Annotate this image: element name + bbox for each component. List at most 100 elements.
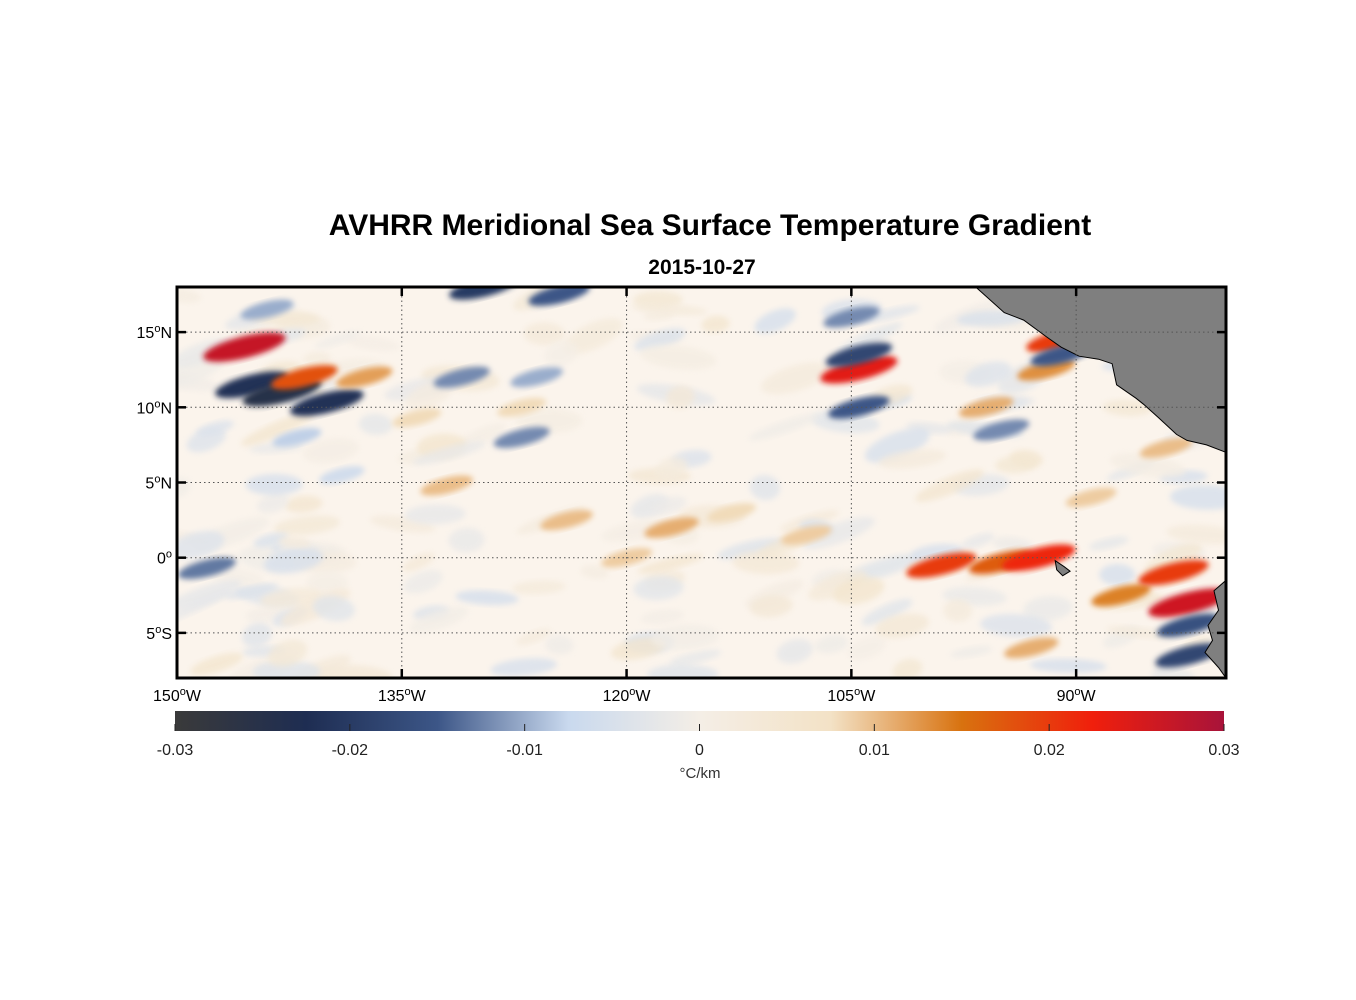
colorbar-gradient bbox=[175, 711, 1224, 731]
gradient-feature bbox=[510, 367, 563, 388]
gradient-feature bbox=[706, 503, 757, 523]
colorbar-tick-label: -0.01 bbox=[506, 742, 543, 759]
texture-blob bbox=[864, 428, 930, 463]
colorbar-tick-label: 0.02 bbox=[1034, 742, 1065, 759]
texture-blob bbox=[190, 652, 243, 676]
gradient-feature bbox=[178, 557, 236, 579]
texture-blob bbox=[512, 580, 566, 595]
colorbar: -0.03 -0.02 -0.01 0 0.01 0.02 0.03 °C/km bbox=[157, 711, 1240, 782]
texture-blob bbox=[815, 635, 849, 654]
texture-blob bbox=[312, 595, 355, 622]
texture-blob bbox=[633, 576, 684, 601]
graticule bbox=[177, 287, 1226, 678]
texture-blob bbox=[314, 330, 361, 349]
gradient-feature bbox=[1155, 643, 1222, 668]
texture-blob bbox=[369, 515, 436, 533]
texture-blob bbox=[177, 579, 242, 610]
gradient-feature bbox=[781, 525, 832, 545]
texture-blob bbox=[754, 308, 796, 334]
texture-blob bbox=[640, 344, 717, 370]
gradient-feature bbox=[215, 371, 289, 399]
x-tick-label: 120oW bbox=[603, 686, 652, 705]
gradient-feature bbox=[1091, 584, 1151, 607]
texture-blob bbox=[580, 565, 609, 580]
texture-blob bbox=[563, 318, 623, 354]
texture-blob bbox=[412, 441, 486, 465]
texture-blob bbox=[992, 536, 1034, 553]
texture-blob bbox=[302, 437, 359, 464]
x-tick-label: 105oW bbox=[827, 686, 876, 705]
gradient-feature bbox=[820, 355, 898, 384]
texture-blob bbox=[1170, 485, 1226, 510]
texture-blob bbox=[810, 410, 880, 434]
gradient-feature bbox=[825, 342, 893, 367]
texture-blob bbox=[915, 469, 984, 502]
texture-blob bbox=[278, 536, 311, 548]
texture-blob bbox=[647, 664, 719, 678]
texture-blob bbox=[732, 550, 800, 575]
texture-blob bbox=[1029, 658, 1107, 673]
gradient-feature bbox=[1139, 437, 1193, 458]
longitude-axis: 150oW 135oW 120oW 105oW 90oW bbox=[153, 287, 1097, 705]
texture-blob bbox=[456, 423, 506, 449]
texture-blob bbox=[854, 305, 920, 324]
texture-blob bbox=[964, 361, 1012, 387]
gradient-texture bbox=[177, 287, 1226, 678]
texture-blob bbox=[345, 335, 400, 351]
texture-blob bbox=[515, 408, 583, 434]
x-tick-label: 150oW bbox=[153, 686, 202, 705]
texture-blob bbox=[403, 569, 443, 594]
texture-blob bbox=[257, 493, 289, 514]
texture-blob bbox=[402, 552, 435, 572]
land-masses bbox=[974, 287, 1226, 678]
texture-blob bbox=[801, 516, 875, 550]
texture-blob bbox=[961, 532, 995, 549]
gradient-feature bbox=[392, 408, 442, 428]
texture-blob bbox=[1106, 625, 1169, 639]
texture-blob bbox=[358, 413, 393, 435]
texture-blob bbox=[263, 547, 323, 574]
south-america-land bbox=[1204, 579, 1226, 678]
gradient-feature bbox=[420, 475, 473, 496]
central-america-land bbox=[974, 287, 1226, 453]
x-tick-label: 135oW bbox=[378, 686, 427, 705]
texture-blob bbox=[651, 624, 720, 651]
gradient-feature bbox=[1017, 358, 1076, 381]
gradient-feature bbox=[319, 466, 365, 484]
texture-blob bbox=[878, 449, 947, 469]
colorbar-ticks: -0.03 -0.02 -0.01 0 0.01 0.02 0.03 bbox=[157, 724, 1240, 759]
texture-blob bbox=[303, 352, 332, 366]
texture-blob bbox=[776, 638, 814, 664]
gradient-feature bbox=[1004, 637, 1059, 659]
y-tick-label: 5oN bbox=[145, 474, 172, 493]
chart-title: AVHRR Meridional Sea Surface Temperature… bbox=[329, 209, 1091, 242]
gradient-feature bbox=[1065, 487, 1117, 508]
texture-blob bbox=[1088, 536, 1129, 551]
texture-blob bbox=[1023, 595, 1073, 621]
texture-blob bbox=[405, 381, 452, 410]
texture-blob bbox=[455, 590, 519, 606]
texture-blob bbox=[1099, 563, 1136, 586]
texture-blob bbox=[701, 315, 730, 333]
y-tick-label: 15oN bbox=[137, 323, 172, 342]
texture-blob bbox=[655, 456, 688, 481]
texture-blob bbox=[225, 583, 279, 600]
texture-blob bbox=[177, 530, 225, 560]
latitude-axis: 15oN 10oN 5oN 0o 5oS bbox=[137, 323, 1226, 643]
colorbar-tick-label: 0.03 bbox=[1208, 742, 1239, 759]
gradient-feature bbox=[540, 510, 593, 531]
texture-blob bbox=[847, 636, 886, 660]
texture-blob bbox=[195, 420, 234, 436]
texture-blob bbox=[861, 598, 913, 626]
texture-blob bbox=[833, 577, 885, 605]
gradient-feature bbox=[336, 366, 393, 388]
gradient-feature bbox=[493, 426, 550, 448]
texture-blob bbox=[717, 538, 785, 560]
texture-blob bbox=[177, 287, 202, 303]
colorbar-tick-label: -0.02 bbox=[332, 742, 369, 759]
texture-blob bbox=[245, 473, 303, 496]
texture-blob bbox=[544, 340, 579, 367]
gradient-feature bbox=[240, 299, 294, 320]
gradient-feature bbox=[959, 397, 1014, 418]
